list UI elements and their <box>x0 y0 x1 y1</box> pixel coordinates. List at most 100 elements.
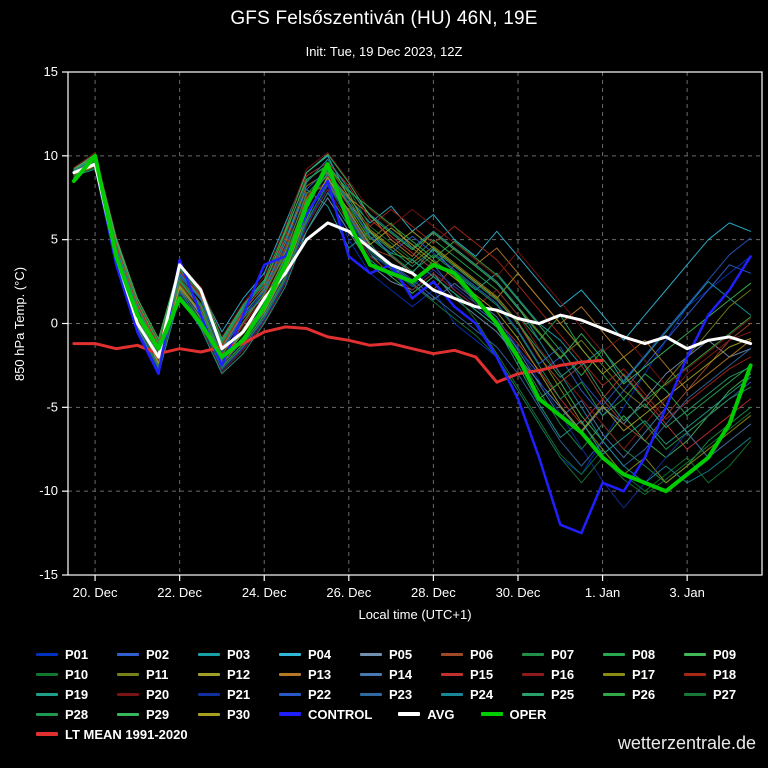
legend-item-p28: P28 <box>36 707 117 722</box>
legend-line-swatch <box>36 672 58 676</box>
legend-line-swatch <box>117 672 139 676</box>
legend-item-p25: P25 <box>522 687 603 702</box>
chart-subtitle: Init: Tue, 19 Dec 2023, 12Z <box>305 44 463 59</box>
series-p30 <box>73 165 752 432</box>
legend-item-p24: P24 <box>441 687 522 702</box>
legend-item-p23: P23 <box>360 687 441 702</box>
legend-item-p21: P21 <box>198 687 279 702</box>
legend-label: OPER <box>509 706 547 722</box>
legend-line-swatch <box>441 652 463 656</box>
legend-label: P12 <box>227 666 251 682</box>
legend-label: P15 <box>470 666 494 682</box>
legend-line-swatch <box>360 672 382 676</box>
legend-line-swatch <box>279 672 301 676</box>
legend-label: P10 <box>65 666 89 682</box>
y-tick-label: -5 <box>46 399 58 414</box>
x-tick-label: 26. Dec <box>326 585 371 600</box>
y-tick-label: -15 <box>39 567 58 582</box>
legend-label: P20 <box>146 686 170 702</box>
legend-label: P29 <box>146 706 170 722</box>
y-tick-label: 15 <box>44 64 58 79</box>
legend-line-swatch <box>684 672 706 676</box>
legend-label: P03 <box>227 646 251 662</box>
series-avg <box>72 162 753 359</box>
legend-label: P19 <box>65 686 89 702</box>
legend-line-swatch <box>198 712 220 716</box>
legend-item-p01: P01 <box>36 647 117 662</box>
legend-item-p20: P20 <box>117 687 198 702</box>
legend-line-swatch <box>441 672 463 676</box>
legend-item-oper: OPER <box>480 706 547 722</box>
legend-item-p11: P11 <box>117 667 198 682</box>
legend-line-swatch <box>522 692 544 696</box>
legend-item-p09: P09 <box>684 647 765 662</box>
legend-item-p15: P15 <box>441 667 522 682</box>
y-tick-label: 10 <box>44 148 58 163</box>
legend-line-swatch <box>36 652 58 656</box>
legend-line-swatch <box>36 692 58 696</box>
legend-item-p08: P08 <box>603 647 684 662</box>
legend-line-swatch <box>279 692 301 696</box>
series-p18 <box>73 162 752 420</box>
legend-row: P19 P20 P21 P22 P23 P24 P25 P26 P27 <box>36 684 760 704</box>
legend-item-p02: P02 <box>117 647 198 662</box>
legend-line-swatch <box>198 692 220 696</box>
legend-label: P17 <box>632 666 656 682</box>
y-tick-label: -10 <box>39 483 58 498</box>
legend-label: P06 <box>470 646 494 662</box>
legend-item-p14: P14 <box>360 667 441 682</box>
legend-line-swatch <box>441 692 463 696</box>
legend-label: P21 <box>227 686 251 702</box>
legend-row: LT MEAN 1991-2020 <box>36 724 760 744</box>
legend-label: P08 <box>632 646 656 662</box>
legend-line-swatch <box>522 652 544 656</box>
legend-label: P28 <box>65 706 89 722</box>
legend-line-swatch <box>684 652 706 656</box>
series-p27 <box>73 167 752 495</box>
legend-line-swatch <box>117 652 139 656</box>
legend-item-p22: P22 <box>279 687 360 702</box>
series-oper <box>71 153 753 494</box>
legend-line-swatch <box>684 692 706 696</box>
legend-label: P09 <box>713 646 737 662</box>
x-axis-label: Local time (UTC+1) <box>358 607 471 622</box>
legend-item-p05: P05 <box>360 647 441 662</box>
series-p28 <box>73 160 752 450</box>
legend-line-swatch <box>198 672 220 676</box>
legend-line-swatch <box>360 652 382 656</box>
legend-line-swatch <box>198 652 220 656</box>
legend-label: P02 <box>146 646 170 662</box>
legend-label: P13 <box>308 666 332 682</box>
series-p17 <box>73 160 752 484</box>
legend-item-p30: P30 <box>198 707 279 722</box>
legend-item-p17: P17 <box>603 667 684 682</box>
series-p22 <box>73 158 752 407</box>
legend-item-p10: P10 <box>36 667 117 682</box>
legend-line-swatch <box>603 692 625 696</box>
chart-title: GFS Felsőszentiván (HU) 46N, 19E <box>230 8 538 29</box>
series-p10 <box>73 158 752 492</box>
series-p21 <box>73 165 752 509</box>
legend-label: P14 <box>389 666 413 682</box>
legend: P01 P02 P03 P04 P05 P06 P07 P08 P09 P10 P11 P12 P13 P… <box>36 644 760 744</box>
legend-line-swatch <box>117 712 139 716</box>
legend-line-swatch <box>603 652 625 656</box>
watermark: wetterzentrale.de <box>617 733 756 753</box>
y-axis-label: 850 hPa Temp. (°C) <box>12 267 27 381</box>
legend-line-swatch <box>603 672 625 676</box>
legend-item-p07: P07 <box>522 647 603 662</box>
legend-label: P05 <box>389 646 413 662</box>
series-p24 <box>73 157 752 484</box>
x-tick-label: 20. Dec <box>73 585 118 600</box>
legend-row: P28 P29 P30 CONTROL AVG OPER <box>36 704 760 724</box>
legend-line-swatch <box>480 712 503 716</box>
legend-label: P11 <box>146 666 169 682</box>
legend-item-p19: P19 <box>36 687 117 702</box>
legend-line-swatch <box>522 672 544 676</box>
x-tick-label: 24. Dec <box>242 585 287 600</box>
legend-label: P16 <box>551 666 575 682</box>
legend-item-p04: P04 <box>279 647 360 662</box>
legend-item-control: CONTROL <box>279 707 372 722</box>
legend-label: P26 <box>632 686 656 702</box>
y-tick-label: 0 <box>51 316 58 331</box>
